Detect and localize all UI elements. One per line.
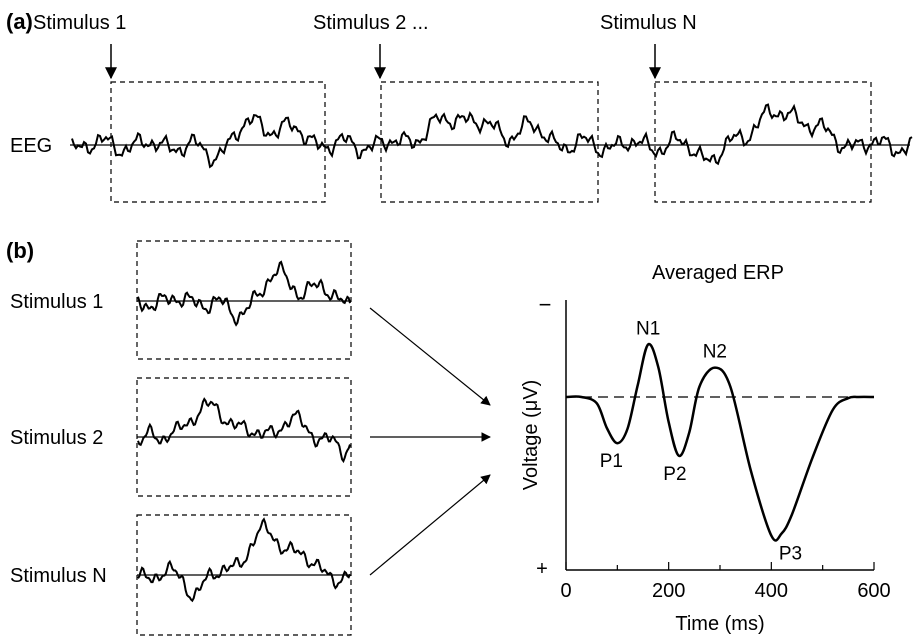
y-axis-label: Voltage (μV) — [520, 380, 542, 490]
epoch-1-label: Stimulus 1 — [10, 291, 103, 313]
x-tick-label: 200 — [652, 580, 685, 602]
eeg-label: EEG — [10, 135, 52, 157]
epoch-window-1 — [110, 81, 326, 203]
y-bottom-sign: + — [536, 558, 548, 580]
epoch-window-2 — [380, 81, 599, 203]
eeg-trace — [71, 103, 913, 169]
y-top-sign: − — [539, 292, 552, 317]
epoch-2-trace — [137, 397, 351, 464]
peak-label-p2: P2 — [663, 464, 686, 485]
erp-curve-series — [565, 342, 875, 542]
x-ticks: 0 200 400 600 — [560, 562, 891, 602]
stimulus-1-label: Stimulus 1 — [33, 12, 126, 34]
peak-labels: P1 N1 P2 N2 P3 — [600, 319, 802, 565]
peak-label-p3: P3 — [779, 544, 802, 565]
x-axis-label: Time (ms) — [675, 613, 764, 635]
peak-label-n2: N2 — [703, 342, 727, 363]
epoch-window-n — [654, 81, 872, 203]
peak-label-n1: N1 — [636, 319, 660, 340]
x-tick-label: 400 — [755, 580, 788, 602]
average-arrow-n — [369, 474, 491, 576]
epoch-box-1 — [136, 240, 352, 360]
panel-a: (a) Stimulus 1 Stimulus 2 ... Stimulus N… — [6, 9, 913, 203]
stimulus-2-label: Stimulus 2 ... — [313, 12, 429, 34]
epoch-2-label: Stimulus 2 — [10, 427, 103, 449]
x-tick-label: 0 — [560, 580, 571, 602]
epoch-1-trace — [137, 260, 351, 327]
panel-b: (b) Stimulus 1 Stimulus 2 Stimulus N Ave… — [6, 238, 891, 636]
epoch-n-label: Stimulus N — [10, 565, 107, 587]
erp-title: Averaged ERP — [652, 262, 784, 284]
stimulus-n-label: Stimulus N — [600, 12, 697, 34]
erp-chart: Averaged ERP − + Voltage (μV) Time (ms) … — [520, 262, 891, 635]
peak-label-p1: P1 — [600, 451, 623, 472]
panel-a-tag: (a) — [6, 9, 33, 34]
average-arrow-1 — [369, 307, 491, 406]
epoch-n-trace — [137, 517, 351, 603]
x-tick-label: 600 — [857, 580, 890, 602]
panel-b-tag: (b) — [6, 238, 34, 263]
